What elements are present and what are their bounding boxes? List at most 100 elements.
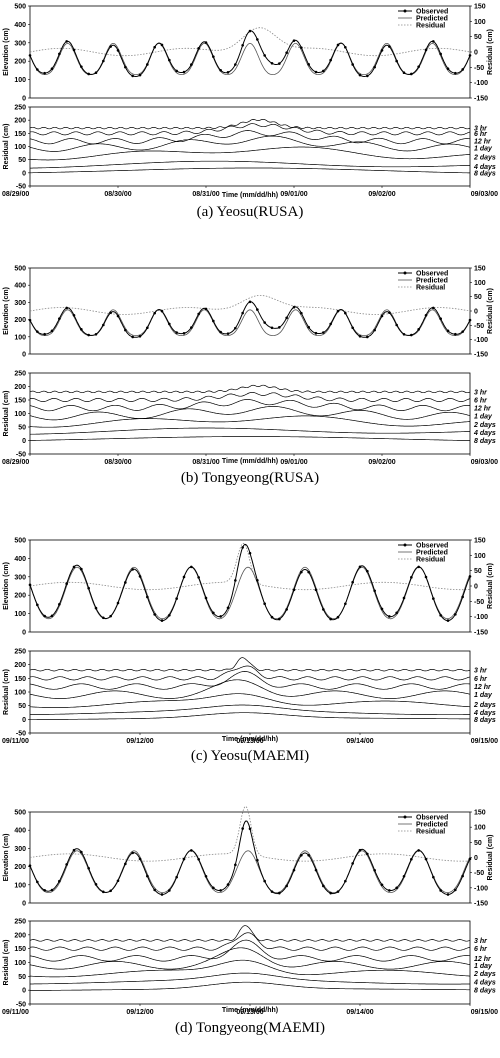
component-label-2-days: 2 days [473, 422, 496, 429]
component-label-12-hr: 12 hr [474, 956, 492, 963]
residual-y-tick-label: 250 [14, 105, 26, 112]
component-line-2-days [30, 959, 471, 978]
x-tick-label: 09/03/00 [471, 459, 498, 466]
observed-point [432, 40, 435, 43]
x-tick-label: 09/14/00 [346, 738, 373, 745]
x-tick-label: 09/12/00 [126, 1009, 153, 1016]
observed-point [138, 73, 142, 77]
x-tick-label: 09/01/00 [280, 191, 307, 198]
observed-point [116, 601, 120, 605]
component-label-6-hr: 6 hr [474, 398, 488, 405]
component-label-3-hr: 3 hr [474, 938, 488, 945]
y-tick-label: 500 [14, 538, 26, 545]
observed-point [36, 68, 39, 71]
component-label-1-day: 1 day [474, 145, 493, 152]
observed-point [358, 73, 362, 77]
observed-point [402, 874, 406, 878]
observed-point [204, 596, 208, 600]
residual-y-tick-label: 100 [14, 960, 26, 967]
observed-point [417, 65, 420, 68]
observed-point [241, 546, 244, 549]
observed-point [256, 578, 259, 582]
observed-point [388, 45, 391, 48]
observed-point [109, 311, 112, 314]
observed-point [461, 68, 464, 71]
panel-caption: (c) Yeosu(MAEMI) [191, 748, 309, 764]
observed-point [446, 893, 450, 896]
y2-tick-label: 50 [474, 568, 482, 575]
x-tick-label: 09/14/00 [346, 1009, 373, 1016]
legend-label-residual: Residual [416, 829, 445, 836]
observed-point [446, 329, 450, 333]
residual-y-tick-label: 50 [18, 425, 26, 432]
observed-point [314, 331, 318, 335]
component-label-4-days: 4 days [473, 164, 496, 171]
observed-point [197, 857, 200, 861]
observed-point [314, 868, 318, 872]
observed-point [256, 858, 259, 862]
observed-point [153, 888, 156, 892]
observed-point [204, 307, 208, 311]
observed-point [468, 318, 472, 322]
bottom-plot-frame [29, 372, 471, 455]
observed-point [388, 889, 391, 892]
residual-y-tick-label: -50 [16, 184, 26, 191]
observed-point [270, 890, 274, 893]
x-tick-label: 09/13/00 [236, 1009, 263, 1016]
component-label-2-days: 2 days [473, 155, 496, 162]
bottom-plot-frame [29, 106, 471, 187]
y2-tick-label: -100 [474, 337, 488, 344]
component-line-12-hr [29, 939, 471, 962]
y-tick-label: 0 [22, 901, 26, 908]
residual-y-tick-label: 0 [22, 438, 26, 445]
y2-tick-label: -100 [474, 614, 488, 621]
observed-point [116, 879, 120, 883]
observed-point [204, 874, 208, 878]
observed-point [50, 888, 54, 892]
residual-y-tick-label: 150 [14, 946, 26, 953]
observed-point [344, 45, 347, 49]
x-axis-label: Time (mm/dd/hh) [222, 736, 278, 743]
observed-point [43, 332, 46, 336]
component-label-2-days: 2 days [473, 971, 496, 978]
observed-point [380, 883, 384, 887]
y2-tick-label: -50 [474, 599, 484, 606]
residual-y-tick-label: 200 [14, 118, 26, 125]
observed-point [43, 888, 46, 892]
observed-point [410, 72, 413, 76]
observed-point [307, 325, 310, 329]
observed-point [432, 597, 435, 600]
residual-y-tick-label: 50 [18, 157, 26, 164]
observed-point [124, 862, 127, 866]
component-line-4-days [29, 427, 470, 435]
chart-panel-2: 0100200300400500-150-100-50050100150Elev… [2, 266, 498, 487]
y2-tick-label: 50 [474, 840, 482, 847]
component-line-8-days [30, 712, 471, 721]
observed-point [439, 52, 442, 56]
observed-point [175, 69, 178, 73]
residual-y-tick-label: 100 [14, 690, 26, 697]
y-tick-label: 400 [14, 828, 26, 835]
observed-point [468, 54, 472, 57]
residual-y-axis-label: Residual (cm) [3, 391, 10, 437]
observed-point [402, 596, 406, 600]
observed-point [175, 597, 178, 600]
observed-point [278, 62, 281, 65]
y-axis-label: Elevation (cm) [3, 287, 10, 335]
component-line-3-hr [29, 118, 471, 130]
y-tick-label: 500 [14, 810, 26, 817]
observed-point [153, 311, 156, 315]
y2-tick-label: 50 [474, 34, 482, 41]
residual-y-tick-label: 200 [14, 662, 26, 669]
component-label-8-days: 8 days [474, 170, 496, 177]
observed-point [160, 893, 164, 896]
residual-y-tick-label: 50 [18, 703, 26, 710]
observed-point [58, 317, 61, 320]
observed-point [278, 891, 281, 895]
observed-point [292, 868, 296, 872]
observed-point [138, 575, 142, 578]
observed-point [468, 857, 472, 861]
y2-tick-label: -50 [474, 323, 484, 330]
observed-point [109, 889, 112, 893]
